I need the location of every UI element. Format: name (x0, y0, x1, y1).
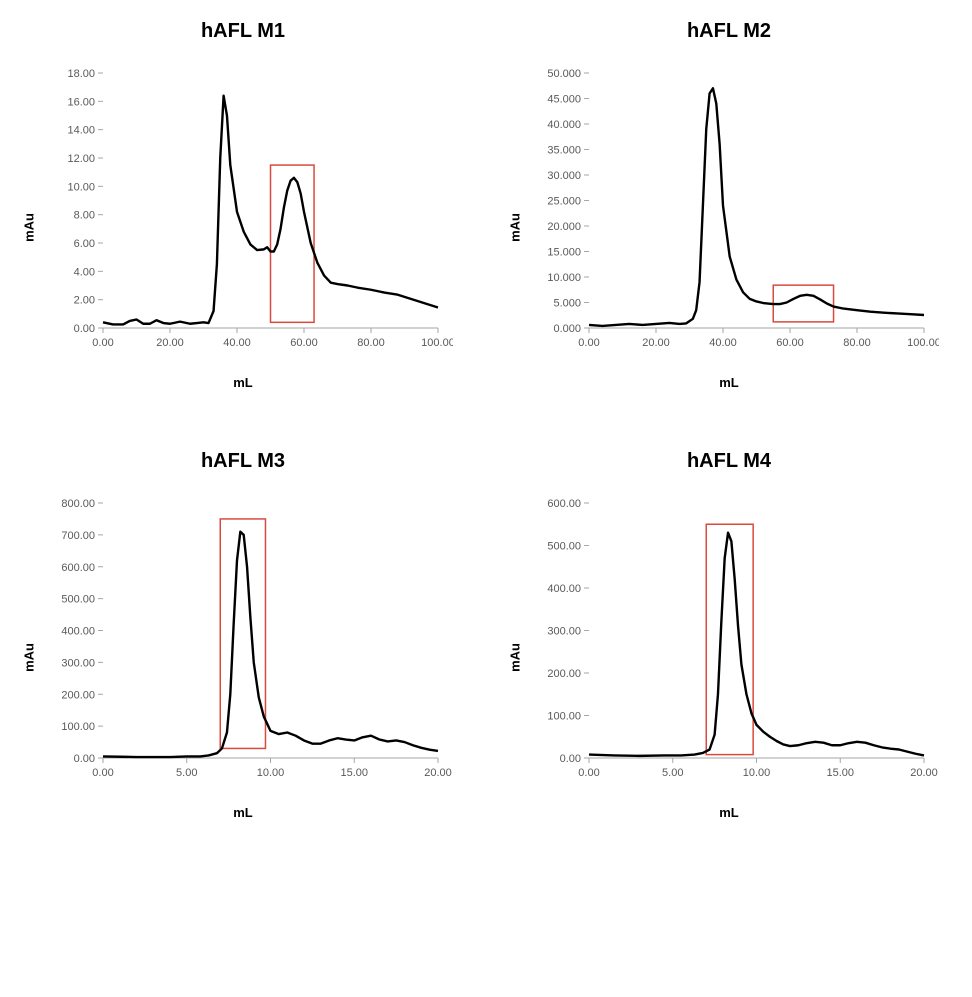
x-axis-label: mL (233, 375, 253, 390)
svg-text:20.00: 20.00 (156, 337, 184, 349)
svg-text:50.000: 50.000 (547, 68, 581, 80)
svg-text:30.000: 30.000 (547, 170, 581, 182)
svg-text:0.000: 0.000 (553, 323, 581, 335)
y-axis-label: mAu (22, 643, 37, 672)
svg-text:60.00: 60.00 (776, 337, 804, 349)
svg-text:10.00: 10.00 (67, 181, 95, 193)
svg-text:20.000: 20.000 (547, 221, 581, 233)
svg-text:20.00: 20.00 (910, 767, 938, 779)
svg-text:300.00: 300.00 (547, 626, 581, 638)
svg-text:15.00: 15.00 (826, 767, 854, 779)
svg-text:12.00: 12.00 (67, 153, 95, 165)
y-axis-label: mAu (508, 213, 523, 242)
svg-text:600.00: 600.00 (61, 562, 95, 574)
chart-panel-1: hAFL M1 mAu 0.00 20.00 40.00 60.00 80.00 100.00… (20, 20, 466, 390)
svg-text:10.00: 10.00 (257, 767, 285, 779)
chart-svg: 0.00 20.00 40.00 60.00 80.00 100.00 0.00 2.00 4.… (33, 53, 453, 373)
chart-title: hAFL M3 (201, 450, 285, 473)
svg-text:0.00: 0.00 (578, 337, 599, 349)
svg-text:14.00: 14.00 (67, 125, 95, 137)
series-line (103, 532, 438, 757)
svg-text:5.00: 5.00 (176, 767, 197, 779)
svg-text:16.00: 16.00 (67, 96, 95, 108)
chart-area: mAu0.005.0010.0015.0020.000.00100.00200.… (33, 483, 453, 803)
svg-text:100.00: 100.00 (907, 337, 939, 349)
svg-text:80.00: 80.00 (357, 337, 385, 349)
svg-text:0.00: 0.00 (560, 753, 581, 765)
chart-area: mAu0.005.0010.0015.0020.000.00100.00200.… (519, 483, 939, 803)
svg-text:80.00: 80.00 (843, 337, 871, 349)
svg-text:20.00: 20.00 (424, 767, 452, 779)
svg-text:400.00: 400.00 (547, 583, 581, 595)
chart-panel-4: hAFL M4 mAu 0.00 5.00 10.00 15.00 20.00 0.00 100… (506, 450, 952, 820)
svg-text:400.00: 400.00 (61, 626, 95, 638)
svg-text:25.000: 25.000 (547, 196, 581, 208)
svg-text:10.000: 10.000 (547, 272, 581, 284)
svg-text:700.00: 700.00 (61, 530, 95, 542)
x-axis-label: mL (719, 805, 739, 820)
svg-text:6.00: 6.00 (74, 238, 95, 250)
svg-text:5.000: 5.000 (553, 298, 581, 310)
svg-text:500.00: 500.00 (61, 594, 95, 606)
svg-text:4.00: 4.00 (74, 266, 95, 278)
svg-text:0.00: 0.00 (92, 767, 113, 779)
svg-text:15.000: 15.000 (547, 247, 581, 259)
series-line (589, 88, 924, 326)
svg-text:45.000: 45.000 (547, 94, 581, 106)
svg-text:2.00: 2.00 (74, 295, 95, 307)
svg-text:35.000: 35.000 (547, 145, 581, 157)
chart-panel-2: hAFL M2 mAu 0.00 20.00 40.00 60.00 80.00 100.00… (506, 20, 952, 390)
svg-text:0.00: 0.00 (74, 323, 95, 335)
svg-text:0.00: 0.00 (92, 337, 113, 349)
svg-text:40.00: 40.00 (709, 337, 737, 349)
y-axis-label: mAu (508, 643, 523, 672)
svg-text:200.00: 200.00 (547, 668, 581, 680)
chart-area: mAu0.0020.0040.0060.0080.00100.000.0005.… (519, 53, 939, 373)
svg-text:100.00: 100.00 (421, 337, 453, 349)
svg-text:8.00: 8.00 (74, 210, 95, 222)
series-line (589, 533, 924, 756)
chart-title: hAFL M1 (201, 20, 285, 43)
svg-text:10.00: 10.00 (743, 767, 771, 779)
x-axis-label: mL (719, 375, 739, 390)
svg-text:100.00: 100.00 (547, 711, 581, 723)
svg-text:5.00: 5.00 (662, 767, 683, 779)
svg-text:40.00: 40.00 (223, 337, 251, 349)
chart-title: hAFL M4 (687, 450, 771, 473)
chart-svg: 0.00 5.00 10.00 15.00 20.00 0.00 100.00 200.00 3… (519, 483, 939, 803)
chart-grid: hAFL M1 mAu 0.00 20.00 40.00 60.00 80.00 100.00… (20, 20, 952, 820)
chart-title: hAFL M2 (687, 20, 771, 43)
svg-text:15.00: 15.00 (340, 767, 368, 779)
chart-svg: 0.00 5.00 10.00 15.00 20.00 0.00 100.00 200.00 3… (33, 483, 453, 803)
svg-text:40.000: 40.000 (547, 119, 581, 131)
svg-text:300.00: 300.00 (61, 657, 95, 669)
svg-text:0.00: 0.00 (578, 767, 599, 779)
chart-panel-3: hAFL M3 mAu 0.00 5.00 10.00 15.00 20.00 0.00 100… (20, 450, 466, 820)
svg-text:60.00: 60.00 (290, 337, 318, 349)
highlight-rect (706, 524, 753, 754)
chart-svg: 0.00 20.00 40.00 60.00 80.00 100.00 0.000 5.000… (519, 53, 939, 373)
chart-area: mAu0.0020.0040.0060.0080.00100.000.002.0… (33, 53, 453, 373)
svg-text:20.00: 20.00 (642, 337, 670, 349)
x-axis-label: mL (233, 805, 253, 820)
svg-text:18.00: 18.00 (67, 68, 95, 80)
svg-text:0.00: 0.00 (74, 753, 95, 765)
svg-text:200.00: 200.00 (61, 689, 95, 701)
highlight-rect (220, 519, 265, 749)
svg-text:500.00: 500.00 (547, 541, 581, 553)
y-axis-label: mAu (22, 213, 37, 242)
svg-text:600.00: 600.00 (547, 498, 581, 510)
svg-text:100.00: 100.00 (61, 721, 95, 733)
svg-text:800.00: 800.00 (61, 498, 95, 510)
